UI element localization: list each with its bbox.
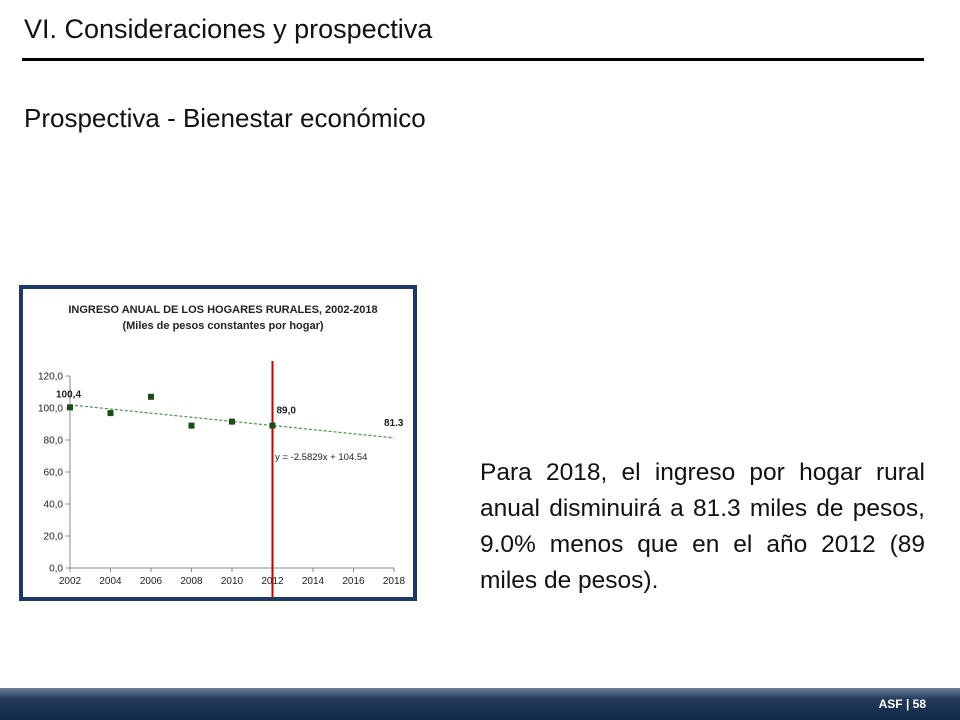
x-tick-label: 2016: [342, 576, 365, 587]
trendline-equation: y = -2.5829x + 104.54: [275, 452, 367, 463]
slide-subtitle: Prospectiva - Bienestar económico: [24, 103, 426, 133]
y-tick-label: 120,0: [38, 372, 63, 383]
x-tick-label: 2008: [180, 576, 203, 587]
chart-subtitle: (Miles de pesos constantes por hogar): [122, 320, 323, 332]
y-tick-label: 40,0: [44, 500, 64, 511]
slide-title: VI. Consideraciones y prospectiva: [24, 14, 433, 44]
income-chart: INGRESO ANUAL DE LOS HOGARES RURALES, 20…: [38, 304, 406, 597]
page-number: ASF | 58: [878, 697, 926, 711]
y-tick-label: 20,0: [44, 532, 64, 543]
chart-title: INGRESO ANUAL DE LOS HOGARES RURALES, 20…: [68, 304, 377, 316]
y-tick-label: 80,0: [44, 436, 64, 447]
data-point: [148, 393, 154, 400]
data-point: [67, 404, 73, 411]
data-label: 81.3: [384, 418, 404, 429]
data-point: [269, 422, 276, 429]
data-point: [188, 422, 195, 429]
data-point: [229, 418, 235, 425]
y-tick-label: 60,0: [44, 468, 64, 479]
data-label: 89,0: [277, 406, 297, 417]
footer-bar: [0, 688, 960, 720]
y-tick-label: 0,0: [49, 564, 63, 575]
data-label: 100,4: [56, 389, 81, 400]
data-point: [107, 410, 114, 417]
x-tick-label: 2018: [383, 576, 406, 587]
x-tick-label: 2002: [59, 576, 82, 587]
y-tick-label: 100,0: [38, 404, 63, 415]
x-tick-label: 2006: [140, 576, 163, 587]
x-tick-label: 2014: [302, 576, 325, 587]
title-divider: [22, 58, 924, 61]
chart-frame: INGRESO ANUAL DE LOS HOGARES RURALES, 20…: [19, 285, 417, 601]
x-tick-label: 2004: [99, 576, 122, 587]
x-tick-label: 2010: [221, 576, 244, 587]
body-paragraph: Para 2018, el ingreso por hogar rural an…: [480, 459, 925, 594]
